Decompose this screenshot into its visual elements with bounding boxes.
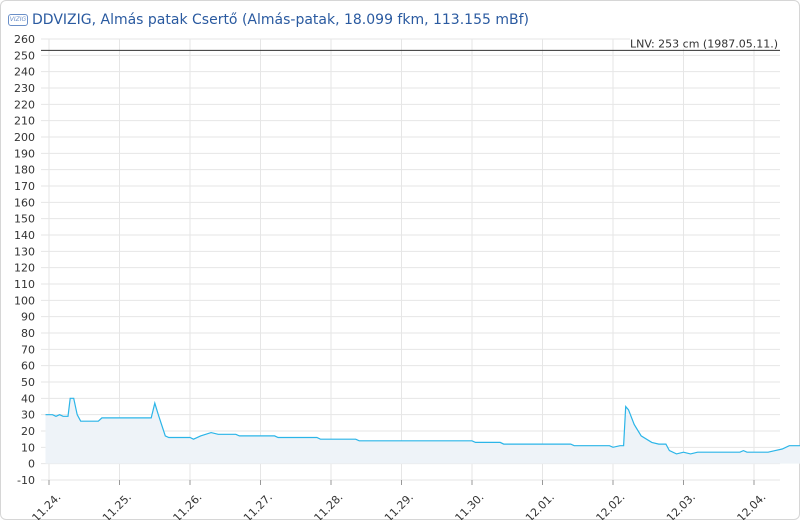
y-tick-label: 20 [21,425,35,438]
y-tick-label: 140 [14,229,35,242]
y-tick-label: 50 [21,376,35,389]
y-tick-label: 170 [14,180,35,193]
x-tick-label: 11.29. [382,491,416,520]
y-tick-label: 90 [21,311,35,324]
y-tick-label: 220 [14,98,35,111]
y-tick-label: 100 [14,294,35,307]
y-tick-label: 160 [14,196,35,209]
x-tick-label: 11.28. [312,491,346,520]
x-tick-label: 12.03. [664,491,698,520]
y-tick-label: 10 [21,441,35,454]
y-tick-label: 260 [14,33,35,46]
chart-header: VIZIG DDVIZIG, Almás patak Csertő (Almás… [8,10,529,30]
y-tick-label: 210 [14,115,35,128]
vizig-logo-icon: VIZIG [8,14,28,26]
y-axis-ticks: -10 0 10 20 30 40 50 60 70 80 90 100 110 120 130 140 150… [14,33,35,487]
x-tick-label: 12.01. [523,491,557,520]
x-tick-label: 11.27. [241,491,275,520]
grid-layer [41,38,780,485]
x-tick-label: 12.04. [735,491,769,520]
lnv-label-background [630,35,780,49]
y-tick-label: 200 [14,131,35,144]
lnv-label: LNV: 253 cm (1987.05.11.) [630,37,778,50]
x-tick-label: 11.24. [30,491,64,520]
y-tick-label: 70 [21,343,35,356]
y-tick-label: 240 [14,66,35,79]
x-tick-label: 11.30. [453,491,487,520]
y-tick-label: 190 [14,147,35,160]
x-tick-label: 11.26. [171,491,205,520]
y-tick-label: 110 [14,278,35,291]
y-tick-label: 30 [21,409,35,422]
y-tick-label: 80 [21,327,35,340]
series-line [45,397,800,455]
y-tick-label: 60 [21,360,35,373]
y-tick-label: 150 [14,213,35,226]
chart-title: DDVIZIG, Almás patak Csertő (Almás-patak… [32,12,529,28]
y-tick-label: 40 [21,392,35,405]
y-tick-label: 230 [14,82,35,95]
x-axis-ticks: 11.24. 11.25. 11.26. 11.27. 11.28. 11.29. 11.3… [30,491,769,520]
y-tick-label: 130 [14,245,35,258]
x-tick-label: 12.02. [594,491,628,520]
y-tick-label: 120 [14,262,35,275]
y-tick-label: 0 [28,458,35,471]
series-area [45,398,800,464]
reference-layer: LNV: 253 cm (1987.05.11.) [41,35,780,51]
y-tick-label: 250 [14,49,35,62]
x-tick-label: 11.25. [100,491,134,520]
area-layer [45,397,800,464]
y-tick-label: 180 [14,164,35,177]
y-tick-label: -10 [17,474,35,487]
